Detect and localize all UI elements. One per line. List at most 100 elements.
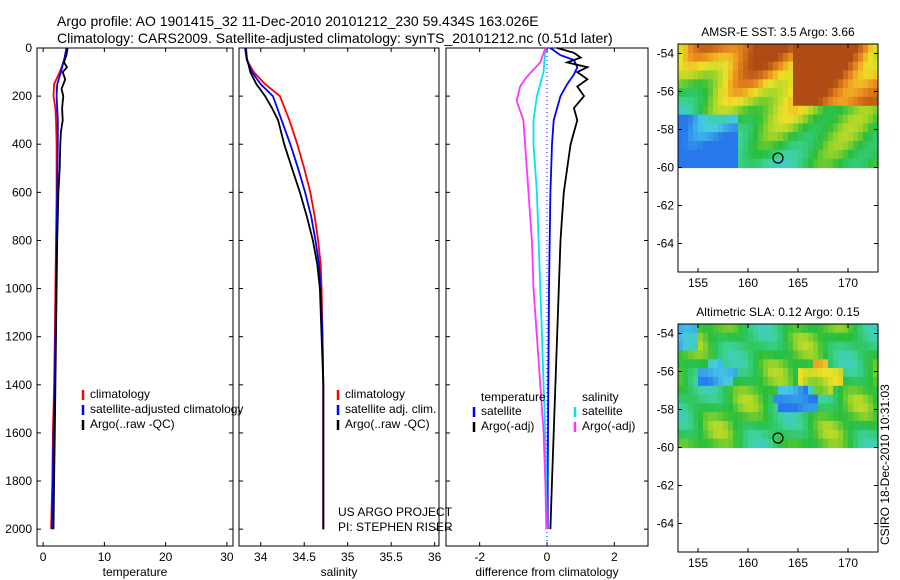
heatmap-cell: [798, 438, 804, 449]
y-tick-label: -56: [657, 365, 675, 379]
heatmap-cell: [758, 158, 764, 169]
heatmap-cell: [788, 44, 794, 54]
heatmap-cell: [718, 403, 724, 413]
heatmap-cell: [773, 149, 779, 160]
heatmap-cell: [728, 385, 734, 396]
heatmap-cell: [833, 52, 839, 63]
heatmap-cell: [813, 394, 819, 404]
x-tick-label: 36: [428, 550, 442, 564]
heatmap-cell: [868, 61, 874, 71]
heatmap-cell: [713, 96, 719, 107]
legend-label: Argo(-adj): [582, 419, 635, 433]
heatmap-cell: [778, 385, 784, 396]
heatmap-cell: [738, 114, 744, 124]
heatmap-cell: [848, 412, 854, 422]
heatmap-cell: [693, 350, 699, 360]
heatmap-cell: [873, 350, 879, 360]
heatmap-cell: [813, 158, 819, 169]
heatmap-cell: [783, 385, 789, 396]
heatmap-cell: [688, 412, 694, 422]
heatmap-cell: [743, 385, 749, 396]
heatmap-cell: [858, 44, 864, 54]
heatmap-cell: [838, 359, 844, 369]
heatmap-cell: [718, 44, 724, 54]
heatmap-cell: [848, 332, 854, 343]
heatmap-cell: [763, 385, 769, 396]
heatmap-cell: [718, 429, 724, 440]
heatmap-cell: [753, 44, 759, 54]
heatmap-cell: [758, 141, 764, 151]
heatmap-cell: [868, 394, 874, 404]
heatmap-cell: [788, 52, 794, 63]
heatmap-cell: [693, 438, 699, 449]
heatmap-cell: [748, 105, 754, 116]
heatmap-cell: [763, 412, 769, 422]
heatmap-cell: [828, 394, 834, 404]
heatmap-cell: [723, 158, 729, 169]
heatmap-cell: [868, 403, 874, 413]
heatmap-cell: [823, 438, 829, 449]
heatmap-cell: [788, 429, 794, 440]
heatmap-cell: [873, 158, 879, 169]
heatmap-cell: [848, 141, 854, 151]
heatmap-cell: [693, 332, 699, 343]
heatmap-cell: [683, 394, 689, 404]
heatmap-cell: [708, 421, 714, 431]
heatmap-cell: [818, 350, 824, 360]
heatmap-cell: [703, 44, 709, 54]
heatmap-cell: [678, 421, 684, 431]
heatmap-cell: [738, 44, 744, 54]
y-tick-label: 200: [12, 89, 32, 103]
heatmap-cell: [848, 114, 854, 124]
heatmap-cell: [778, 394, 784, 404]
heatmap-cell: [743, 105, 749, 116]
heatmap-cell: [788, 403, 794, 413]
heatmap-cell: [693, 123, 699, 133]
heatmap-cell: [803, 359, 809, 369]
y-tick-label: 1200: [5, 330, 32, 344]
heatmap-cell: [813, 141, 819, 151]
heatmap-cell: [853, 332, 859, 343]
heatmap-cell: [808, 341, 814, 351]
heatmap-cell: [688, 44, 694, 54]
heatmap-cell: [858, 385, 864, 396]
heatmap-cell: [758, 324, 764, 334]
heatmap-cell: [808, 332, 814, 343]
x-tick-label: 20: [159, 550, 173, 564]
heatmap-cell: [813, 61, 819, 71]
heatmap-cell: [768, 149, 774, 160]
heatmap-cell: [788, 385, 794, 396]
heatmap-cell: [838, 70, 844, 80]
heatmap-cell: [738, 376, 744, 387]
heatmap-cell: [848, 350, 854, 360]
heatmap-cell: [723, 88, 729, 98]
heatmap-cell: [718, 359, 724, 369]
heatmap-cell: [683, 412, 689, 422]
heatmap-cell: [848, 96, 854, 107]
series-line: [546, 47, 579, 530]
heatmap-cell: [793, 61, 799, 71]
heatmap-cell: [718, 88, 724, 98]
heatmap-cell: [843, 158, 849, 169]
heatmap-cell: [783, 123, 789, 133]
heatmap-cell: [853, 368, 859, 378]
series-line: [515, 47, 548, 530]
heatmap-cell: [723, 70, 729, 80]
heatmap-cell: [838, 368, 844, 378]
heatmap-cell: [793, 114, 799, 124]
heatmap-cell: [823, 105, 829, 116]
heatmap-cell: [778, 88, 784, 98]
heatmap-cell: [698, 52, 704, 63]
heatmap-cell: [763, 79, 769, 89]
heatmap-cell: [783, 158, 789, 169]
heatmap-cell: [808, 359, 814, 369]
heatmap-cell: [723, 438, 729, 449]
heatmap-cell: [778, 359, 784, 369]
heatmap-cell: [788, 132, 794, 142]
heatmap-cell: [678, 403, 684, 413]
heatmap-cell: [788, 149, 794, 160]
heatmap-cell: [708, 158, 714, 169]
heatmap-cell: [778, 96, 784, 107]
heatmap-cell: [758, 88, 764, 98]
y-tick-label: -62: [657, 199, 675, 213]
